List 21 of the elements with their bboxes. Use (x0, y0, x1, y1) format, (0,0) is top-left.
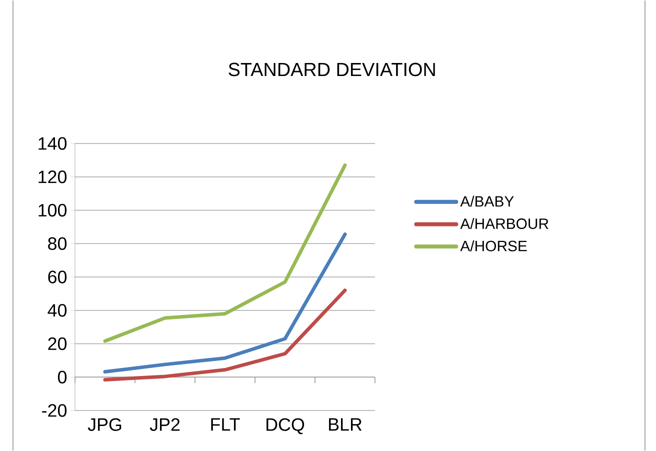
legend-label: A/BABY (460, 196, 514, 207)
x-tick-label: BLR (329, 418, 362, 431)
y-tick-label: 60 (48, 270, 67, 284)
legend-label: A/HORSE (460, 240, 527, 252)
y-tick-label: 80 (48, 237, 67, 250)
y-tick-label: 140 (38, 137, 67, 150)
chart-title: STANDARD DEVIATION (228, 62, 435, 76)
legend-label: A/HARBOUR (460, 218, 548, 230)
y-tick-label: 100 (38, 204, 67, 217)
y-tick-label: -20 (42, 404, 67, 417)
x-tick-label: JPG (88, 418, 122, 431)
line-series (103, 288, 347, 382)
y-tick-label: 40 (48, 304, 67, 317)
line-series (103, 163, 347, 343)
y-tick-label: 120 (38, 170, 67, 184)
x-tick-label: FLT (211, 418, 240, 431)
x-tick-label: DCQ (266, 418, 304, 434)
x-tick-label: JP2 (150, 418, 180, 431)
y-tick-label: 0 (58, 370, 67, 384)
line-series (103, 232, 347, 374)
y-tick-label: 20 (48, 337, 67, 350)
